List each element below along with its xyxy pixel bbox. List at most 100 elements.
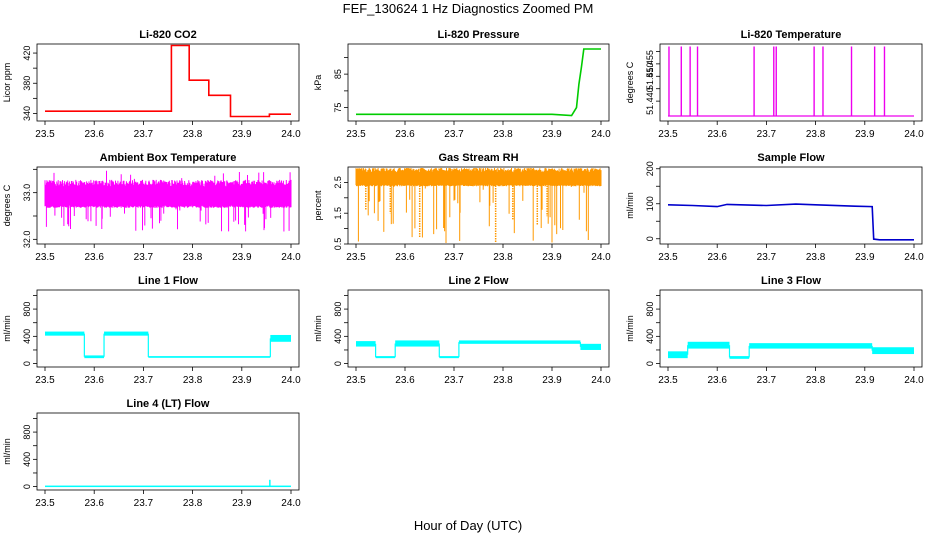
x-tick-label: 23.5 bbox=[35, 375, 55, 386]
x-tick-label: 23.7 bbox=[134, 129, 154, 140]
x-tick-label: 23.7 bbox=[134, 252, 154, 263]
x-tick-label: 23.9 bbox=[232, 129, 252, 140]
series-segment bbox=[458, 340, 581, 344]
y-tick-label: 0 bbox=[333, 361, 343, 366]
y-axis-label: Licor ppm bbox=[2, 63, 12, 103]
chart-panel: Sample Flow 23.5 23.6 23.7 23.8 23.9 24.0 0 100 2… bbox=[625, 152, 924, 263]
x-tick-label: 24.0 bbox=[591, 375, 611, 386]
x-tick-label: 23.7 bbox=[757, 252, 777, 263]
x-tick-label: 23.6 bbox=[707, 375, 727, 386]
x-tick-label: 23.9 bbox=[855, 252, 875, 263]
y-tick-label: 340 bbox=[22, 106, 32, 121]
x-tick-label: 23.6 bbox=[707, 252, 727, 263]
series-segment bbox=[872, 347, 914, 355]
series-segment bbox=[45, 485, 291, 488]
y-tick-label: 0 bbox=[645, 236, 655, 241]
x-tick-label: 23.5 bbox=[346, 252, 366, 263]
plot-frame bbox=[36, 412, 300, 491]
series-segment bbox=[749, 343, 873, 349]
panel-title: Ambient Box Temperature bbox=[100, 152, 237, 164]
panel-title: Li-820 Pressure bbox=[438, 29, 520, 41]
x-tick-label: 23.6 bbox=[84, 252, 104, 263]
x-tick-label: 23.9 bbox=[855, 375, 875, 386]
x-tick-label: 24.0 bbox=[591, 252, 611, 263]
series-segment bbox=[45, 331, 85, 336]
plot-frame bbox=[347, 43, 610, 122]
series-segment bbox=[729, 356, 750, 359]
x-tick-label: 23.5 bbox=[35, 498, 55, 509]
x-tick-label: 23.8 bbox=[806, 375, 826, 386]
panel-title: Li-820 Temperature bbox=[741, 29, 842, 41]
x-tick-label: 23.6 bbox=[395, 252, 415, 263]
y-axis-label: degrees C bbox=[2, 184, 12, 226]
x-tick-label: 24.0 bbox=[904, 375, 924, 386]
page-title: FEF_130624 1 Hz Diagnostics Zoomed PM bbox=[342, 1, 594, 16]
y-axis-label: percent bbox=[313, 190, 323, 221]
x-tick-label: 23.9 bbox=[542, 375, 562, 386]
x-tick-label: 23.9 bbox=[542, 129, 562, 140]
chart-panel: Line 4 (LT) Flow 23.5 23.6 23.7 23.8 23.9 24.0… bbox=[2, 398, 301, 509]
series-segment bbox=[270, 334, 291, 342]
plot-frame bbox=[347, 166, 610, 245]
y-tick-label: 33.0 bbox=[22, 184, 32, 202]
x-tick-label: 23.6 bbox=[707, 129, 727, 140]
series-line bbox=[667, 203, 914, 241]
series-segment bbox=[84, 355, 105, 359]
panel-title: Gas Stream RH bbox=[438, 152, 518, 164]
y-tick-label: 800 bbox=[22, 425, 32, 440]
plot-frame bbox=[36, 166, 300, 245]
x-tick-label: 23.7 bbox=[134, 375, 154, 386]
x-tick-label: 23.8 bbox=[183, 498, 203, 509]
x-tick-label: 23.8 bbox=[183, 252, 203, 263]
y-tick-label: 0.5 bbox=[333, 238, 343, 251]
plot-frame bbox=[659, 289, 923, 368]
y-tick-label: 0 bbox=[22, 484, 32, 489]
y-tick-label: 51.455 bbox=[645, 50, 655, 78]
y-tick-label: 400 bbox=[22, 329, 32, 344]
x-tick-label: 23.8 bbox=[493, 375, 513, 386]
x-tick-label: 23.6 bbox=[84, 375, 104, 386]
y-tick-label: 2.5 bbox=[333, 176, 343, 189]
chart-panel: Line 2 Flow 23.5 23.6 23.7 23.8 23.9 24.0 0 400 8… bbox=[313, 275, 611, 386]
x-tick-label: 23.9 bbox=[855, 129, 875, 140]
chart-panel: Gas Stream RH 23.5 23.6 23.7 23.8 23.9 24.0 0.5… bbox=[313, 152, 611, 263]
x-tick-label: 23.8 bbox=[183, 375, 203, 386]
x-tick-label: 24.0 bbox=[591, 129, 611, 140]
chart-panel: Ambient Box Temperature 23.5 23.6 23.7 23.8 2… bbox=[2, 152, 301, 263]
x-tick-label: 23.6 bbox=[395, 129, 415, 140]
x-tick-label: 24.0 bbox=[281, 498, 301, 509]
x-tick-label: 24.0 bbox=[281, 252, 301, 263]
series-segment bbox=[104, 331, 149, 336]
panel-title: Li-820 CO2 bbox=[139, 29, 196, 41]
series-band bbox=[44, 170, 292, 232]
plot-frame bbox=[347, 289, 610, 368]
x-tick-label: 23.8 bbox=[806, 252, 826, 263]
x-tick-label: 23.9 bbox=[232, 498, 252, 509]
series-line bbox=[45, 44, 291, 118]
y-tick-label: 200 bbox=[645, 161, 655, 176]
y-tick-label: 420 bbox=[22, 46, 32, 61]
y-tick-label: 51.450 bbox=[645, 63, 655, 91]
x-tick-label: 23.6 bbox=[84, 129, 104, 140]
x-tick-label: 23.5 bbox=[35, 252, 55, 263]
x-tick-label: 24.0 bbox=[904, 252, 924, 263]
y-tick-label: 1.5 bbox=[333, 207, 343, 220]
panel-title: Line 2 Flow bbox=[449, 275, 509, 287]
x-tick-label: 23.8 bbox=[493, 252, 513, 263]
x-tick-label: 23.7 bbox=[444, 375, 464, 386]
plot-frame bbox=[36, 43, 300, 122]
x-tick-label: 23.9 bbox=[232, 252, 252, 263]
panel-title: Sample Flow bbox=[757, 152, 825, 164]
panel-title: Line 4 (LT) Flow bbox=[127, 398, 210, 410]
series-segment bbox=[439, 356, 459, 359]
plot-frame bbox=[659, 166, 923, 245]
chart-panel: Line 1 Flow 23.5 23.6 23.7 23.8 23.9 24.0 0 400 8… bbox=[2, 275, 301, 386]
chart-panel: Line 3 Flow 23.5 23.6 23.7 23.8 23.9 24.0 0 400 8… bbox=[625, 275, 924, 386]
series-segment bbox=[356, 341, 376, 347]
x-tick-label: 23.5 bbox=[658, 375, 678, 386]
x-tick-label: 23.7 bbox=[757, 375, 777, 386]
x-tick-label: 23.8 bbox=[493, 129, 513, 140]
y-tick-label: 400 bbox=[645, 329, 655, 344]
y-tick-label: 75 bbox=[333, 103, 343, 113]
